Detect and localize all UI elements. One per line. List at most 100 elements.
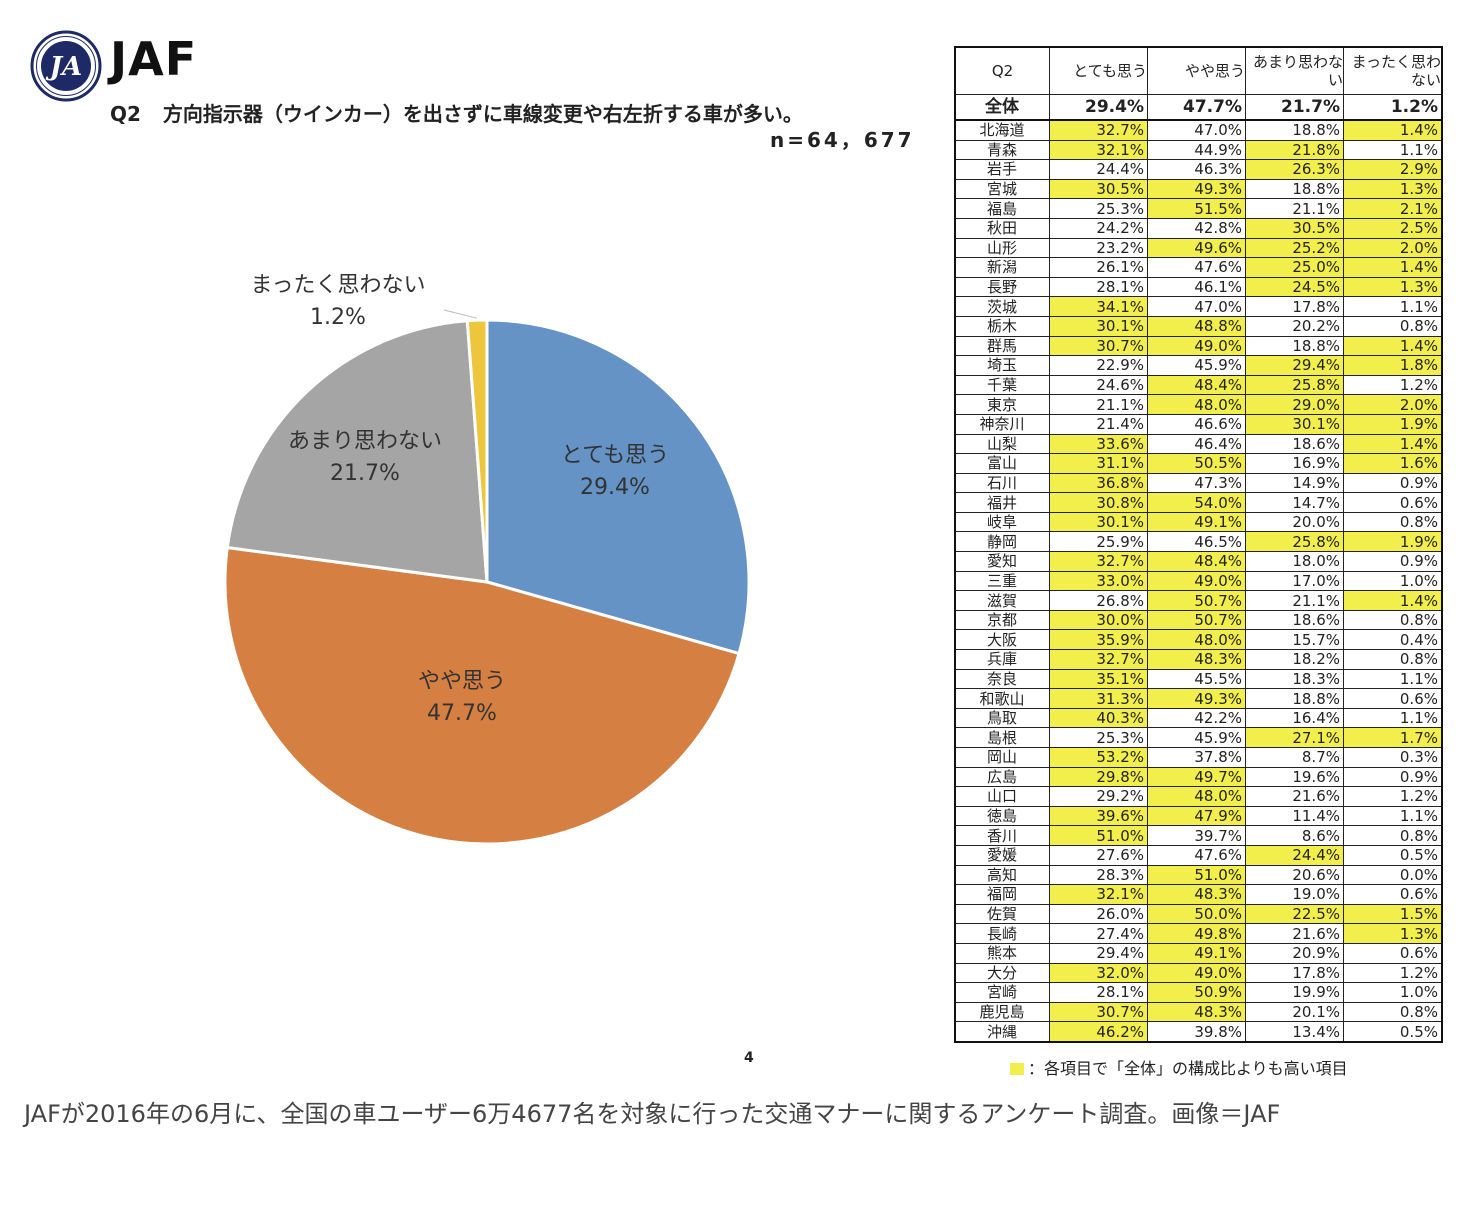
table-cell: 0.6% <box>1343 942 1443 964</box>
table-cell: 18.8% <box>1245 688 1344 709</box>
table-cell: 福島 <box>954 198 1050 219</box>
table-row: 長崎 27.4% 49.8% 21.6% 1.3% <box>954 923 1443 944</box>
table-cell: 49.7% <box>1147 766 1246 788</box>
table-cell: 2.5% <box>1343 217 1443 239</box>
pie-slice-not-at-all <box>465 318 489 583</box>
table-cell: 岩手 <box>954 159 1050 180</box>
table-cell: 34.1% <box>1049 296 1148 317</box>
table-cell: 48.8% <box>1147 315 1246 337</box>
table-cell: 25.8% <box>1245 374 1344 396</box>
table-cell: 47.6% <box>1147 257 1246 278</box>
table-header-cell: あまり思わない <box>1245 46 1344 95</box>
table-row: 宮崎 28.1% 50.9% 19.9% 1.0% <box>954 982 1443 1003</box>
table-cell: 滋賀 <box>954 590 1050 611</box>
table-cell: 1.4% <box>1343 590 1443 611</box>
table-cell: 49.1% <box>1147 511 1246 533</box>
table-cell: 27.1% <box>1245 727 1344 748</box>
table-cell: 19.9% <box>1245 982 1344 1003</box>
table-cell: 20.2% <box>1245 315 1344 337</box>
table-cell: 18.6% <box>1245 433 1344 455</box>
table-cell: 静岡 <box>954 531 1050 553</box>
table-cell: 28.3% <box>1049 864 1148 886</box>
table-cell: 42.8% <box>1147 217 1246 239</box>
table-row: 東京 21.1% 48.0% 29.0% 2.0% <box>954 394 1443 415</box>
table-row: 福島 25.3% 51.5% 21.1% 2.1% <box>954 198 1443 219</box>
table-cell: 0.8% <box>1343 825 1443 846</box>
table-cell: 19.0% <box>1245 884 1344 905</box>
table-cell: 54.0% <box>1147 492 1246 513</box>
table-cell: 16.9% <box>1245 453 1344 474</box>
table-cell: 46.4% <box>1147 433 1246 455</box>
table-cell: 新潟 <box>954 257 1050 278</box>
table-cell: 千葉 <box>954 374 1050 396</box>
table-cell: 25.8% <box>1245 531 1344 553</box>
table-row: 北海道 32.7% 47.0% 18.8% 1.4% <box>954 119 1443 141</box>
table-cell: 石川 <box>954 472 1050 494</box>
table-cell: 30.8% <box>1049 492 1148 513</box>
table-cell: 40.3% <box>1049 707 1148 729</box>
table-cell: 24.6% <box>1049 374 1148 396</box>
pie-slice-label: あまり思わない <box>288 429 442 454</box>
table-row: 秋田 24.2% 42.8% 30.5% 2.5% <box>954 217 1443 239</box>
table-cell: 21.6% <box>1245 923 1344 944</box>
table-cell: 22.9% <box>1049 355 1148 376</box>
table-cell: 29.8% <box>1049 766 1148 788</box>
table-cell: 17.8% <box>1245 962 1344 984</box>
table-row: 茨城 34.1% 47.0% 17.8% 1.1% <box>954 296 1443 317</box>
table-cell: 神奈川 <box>954 413 1050 435</box>
question-number: Q2 <box>110 102 141 126</box>
table-cell: 栃木 <box>954 315 1050 337</box>
table-cell: 0.9% <box>1343 472 1443 494</box>
table-cell: 24.4% <box>1049 159 1148 180</box>
table-row: 石川 36.8% 47.3% 14.9% 0.9% <box>954 472 1443 494</box>
table-cell: 44.9% <box>1147 139 1246 161</box>
table-cell: 48.4% <box>1147 551 1246 572</box>
table-cell: 18.8% <box>1245 178 1344 200</box>
brand-title: JAF <box>110 32 198 86</box>
table-row: 静岡 25.9% 46.5% 25.8% 1.9% <box>954 531 1443 553</box>
image-caption: JAFが2016年の6月に、全国の車ユーザー6万4677名を対象に行った交通マナ… <box>24 1100 1281 1128</box>
table-cell: 1.1% <box>1343 805 1443 827</box>
table-row: 岩手 24.4% 46.3% 26.3% 2.9% <box>954 159 1443 180</box>
table-cell: 三重 <box>954 570 1050 592</box>
table-cell: 山口 <box>954 786 1050 807</box>
table-cell: 50.7% <box>1147 590 1246 611</box>
table-cell: 24.5% <box>1245 276 1344 298</box>
table-cell: 青森 <box>954 139 1050 161</box>
table-cell: 山形 <box>954 237 1050 259</box>
table-cell: 49.3% <box>1147 178 1246 200</box>
pie-slice-label: まったく思わない <box>250 273 425 298</box>
jaf-emblem-icon: JA <box>30 30 102 102</box>
table-cell: 30.0% <box>1049 609 1148 631</box>
table-row: 滋賀 26.8% 50.7% 21.1% 1.4% <box>954 590 1443 611</box>
table-cell: 1.4% <box>1343 257 1443 278</box>
table-cell: 22.5% <box>1245 903 1344 925</box>
table-row: 島根 25.3% 45.9% 27.1% 1.7% <box>954 727 1443 748</box>
prefecture-table: Q2 とても思う やや思う あまり思わない まったく思わない 全体 29.4% … <box>954 46 1443 1043</box>
table-cell: 47.3% <box>1147 472 1246 494</box>
table-row: 和歌山 31.3% 49.3% 18.8% 0.6% <box>954 688 1443 709</box>
table-row: 愛媛 27.6% 47.6% 24.4% 0.5% <box>954 844 1443 866</box>
pie-chart: とても思う 29.4% やや思う 47.7% あまり思わない 21.7% まったく思わない 1… <box>223 273 751 846</box>
table-cell: 30.1% <box>1049 511 1148 533</box>
table-cell: 1.2% <box>1343 94 1443 121</box>
table-cell: 20.0% <box>1245 511 1344 533</box>
table-cell: 徳島 <box>954 805 1050 827</box>
table-row: 山梨 33.6% 46.4% 18.6% 1.4% <box>954 433 1443 455</box>
table-cell: 奈良 <box>954 668 1050 690</box>
table-row: 山口 29.2% 48.0% 21.6% 1.2% <box>954 786 1443 807</box>
table-cell: 46.5% <box>1147 531 1246 553</box>
question-text: 方向指示器（ウインカー）を出さずに車線変更や右左折する車が多い。 <box>162 102 803 126</box>
table-cell: 1.6% <box>1343 453 1443 474</box>
table-cell: 29.4% <box>1049 942 1148 964</box>
table-cell: 鹿児島 <box>954 1001 1050 1023</box>
table-cell: 47.0% <box>1147 119 1246 141</box>
table-cell: 京都 <box>954 609 1050 631</box>
table-row: 青森 32.1% 44.9% 21.8% 1.1% <box>954 139 1443 161</box>
table-cell: 24.4% <box>1245 844 1344 866</box>
table-cell: 45.5% <box>1147 668 1246 690</box>
table-cell: 49.3% <box>1147 688 1246 709</box>
table-cell: 29.2% <box>1049 786 1148 807</box>
table-cell: 8.6% <box>1245 825 1344 846</box>
table-cell: 25.3% <box>1049 198 1148 219</box>
